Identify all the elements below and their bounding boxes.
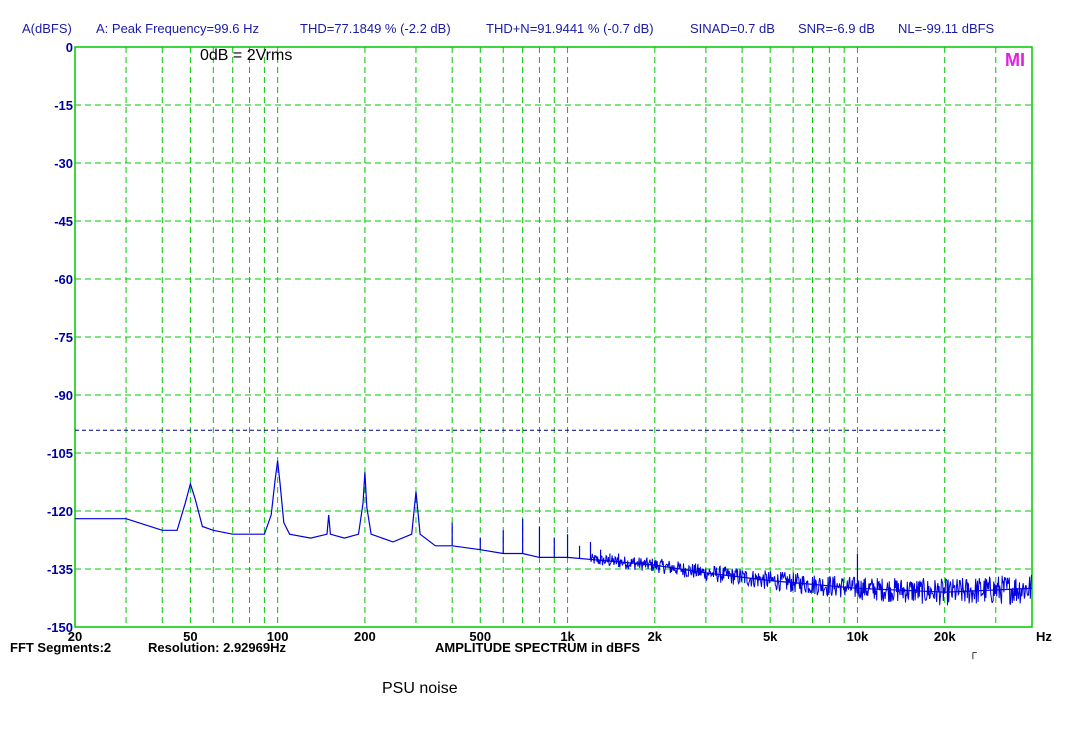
x-unit-label: Hz (1036, 629, 1052, 644)
caption: PSU noise (382, 680, 458, 697)
y-tick-label: -45 (54, 214, 73, 229)
plot-frame (74, 46, 1033, 628)
header-snr: SNR=-6.9 dB (798, 21, 875, 36)
y-tick-label: -60 (54, 272, 73, 287)
y-axis-tick-labels: 0 -15 -30 -45 -60 -75 -90 -105 -120 -135 -150 (47, 40, 73, 635)
y-tick-label: -120 (47, 504, 73, 519)
mi-logo: MI (1005, 50, 1025, 70)
fft-segments: FFT Segments:2 (10, 640, 111, 655)
x-tick-label: 10k (847, 629, 869, 644)
y-tick-label: -15 (54, 98, 73, 113)
y-tick-label: -150 (47, 620, 73, 635)
y-tick-label: -105 (47, 446, 73, 461)
y-tick-label: -30 (54, 156, 73, 171)
chart-footer-title: AMPLITUDE SPECTRUM in dBFS (435, 640, 640, 655)
x-tick-label: 2k (648, 629, 663, 644)
header-peak-frequency: A: Peak Frequency=99.6 Hz (96, 21, 259, 36)
reference-annotation: 0dB = 2Vrms (200, 47, 292, 64)
header-nl: NL=-99.11 dBFS (898, 21, 995, 36)
x-tick-label: 200 (354, 629, 376, 644)
header-sinad: SINAD=0.7 dB (690, 21, 775, 36)
x-tick-label: 500 (469, 629, 491, 644)
x-tick-label: 5k (763, 629, 778, 644)
cursor-mark: ┌ (969, 647, 977, 660)
x-tick-label: 20k (934, 629, 956, 644)
series-group (75, 460, 1033, 593)
x-tick-label: 50 (183, 629, 197, 644)
header-thd: THD=77.1849 % (-2.2 dB) (300, 21, 451, 36)
y-tick-label: 0 (66, 40, 73, 55)
header-thdn: THD+N=91.9441 % (-0.7 dB) (486, 21, 654, 36)
x-tick-label: 20 (68, 629, 82, 644)
x-axis-tick-labels: 20 50 100 200 500 1k 2k 5k 10k 20k (68, 629, 957, 644)
fft-resolution: Resolution: 2.92969Hz (148, 640, 286, 655)
header-axis-unit: A(dBFS) (22, 21, 72, 36)
spectrum-trace (75, 460, 1033, 593)
y-tick-label: -90 (54, 388, 73, 403)
y-tick-label: -135 (47, 562, 73, 577)
y-tick-label: -75 (54, 330, 73, 345)
x-tick-label: 1k (560, 629, 575, 644)
spur-group (451, 518, 859, 589)
x-tick-label: 100 (267, 629, 289, 644)
